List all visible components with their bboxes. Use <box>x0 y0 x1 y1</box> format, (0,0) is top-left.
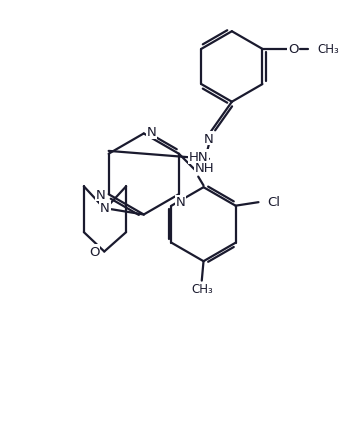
Text: O: O <box>89 246 100 258</box>
Text: N: N <box>96 188 106 201</box>
Text: HN: HN <box>189 150 208 163</box>
Text: CH₃: CH₃ <box>317 43 339 55</box>
Text: Cl: Cl <box>267 196 280 209</box>
Text: NH: NH <box>194 162 214 175</box>
Text: N: N <box>147 126 156 139</box>
Text: N: N <box>204 132 214 145</box>
Text: CH₃: CH₃ <box>191 283 213 295</box>
Text: N: N <box>100 202 110 215</box>
Text: N: N <box>176 196 185 209</box>
Text: O: O <box>288 43 299 56</box>
